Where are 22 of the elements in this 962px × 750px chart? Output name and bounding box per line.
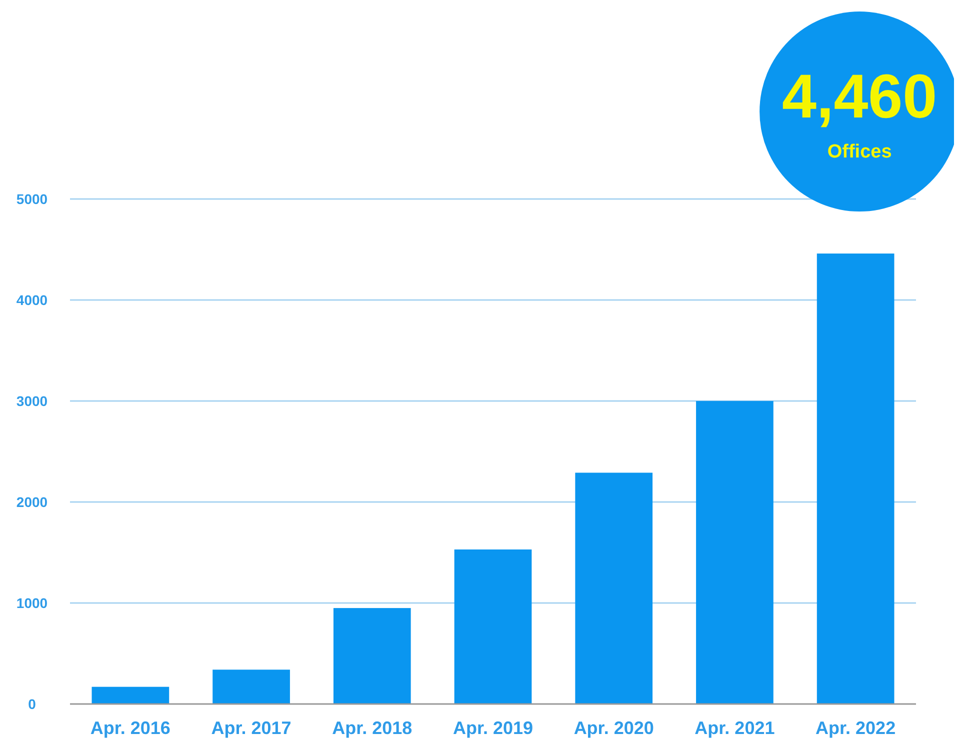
bar — [816, 254, 894, 704]
x-tick-label: Apr. 2021 — [694, 718, 775, 738]
x-tick-label: Apr. 2017 — [211, 718, 292, 738]
bar — [696, 401, 774, 704]
x-tick-label: Apr. 2020 — [574, 718, 654, 738]
x-tick-label: Apr. 2022 — [816, 718, 896, 738]
bar — [333, 608, 411, 704]
y-tick-label: 0 — [28, 696, 36, 712]
annotation: 4,460 — [782, 62, 938, 132]
y-tick-label: 4000 — [16, 292, 48, 308]
bar — [454, 549, 532, 704]
x-tick-label: Apr. 2018 — [332, 718, 412, 738]
y-tick-label: 3000 — [16, 392, 48, 409]
x-tick-label: Apr. 2016 — [90, 718, 170, 738]
y-tick-label: 1000 — [16, 594, 48, 611]
bar — [575, 472, 653, 704]
y-tick-label: 2000 — [16, 494, 48, 510]
bar — [212, 670, 290, 704]
text: Offices — [827, 142, 892, 163]
bar — [92, 686, 170, 704]
y-tick-label: 5000 — [16, 190, 48, 207]
x-tick-label: Apr. 2019 — [452, 718, 534, 738]
